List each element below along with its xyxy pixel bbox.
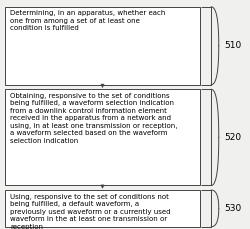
FancyBboxPatch shape [5,190,200,227]
Text: Obtaining, responsive to the set of conditions
being fulfilled, a waveform selec: Obtaining, responsive to the set of cond… [10,93,177,144]
Text: 520: 520 [224,133,241,142]
Text: Using, responsive to the set of conditions not
being fulfilled, a default wavefo: Using, responsive to the set of conditio… [10,194,170,229]
Text: Determining, in an apparatus, whether each
one from among a set of at least one
: Determining, in an apparatus, whether ea… [10,10,166,31]
Text: 510: 510 [224,41,241,50]
FancyBboxPatch shape [5,89,200,185]
FancyBboxPatch shape [5,7,200,85]
Text: 530: 530 [224,204,241,213]
